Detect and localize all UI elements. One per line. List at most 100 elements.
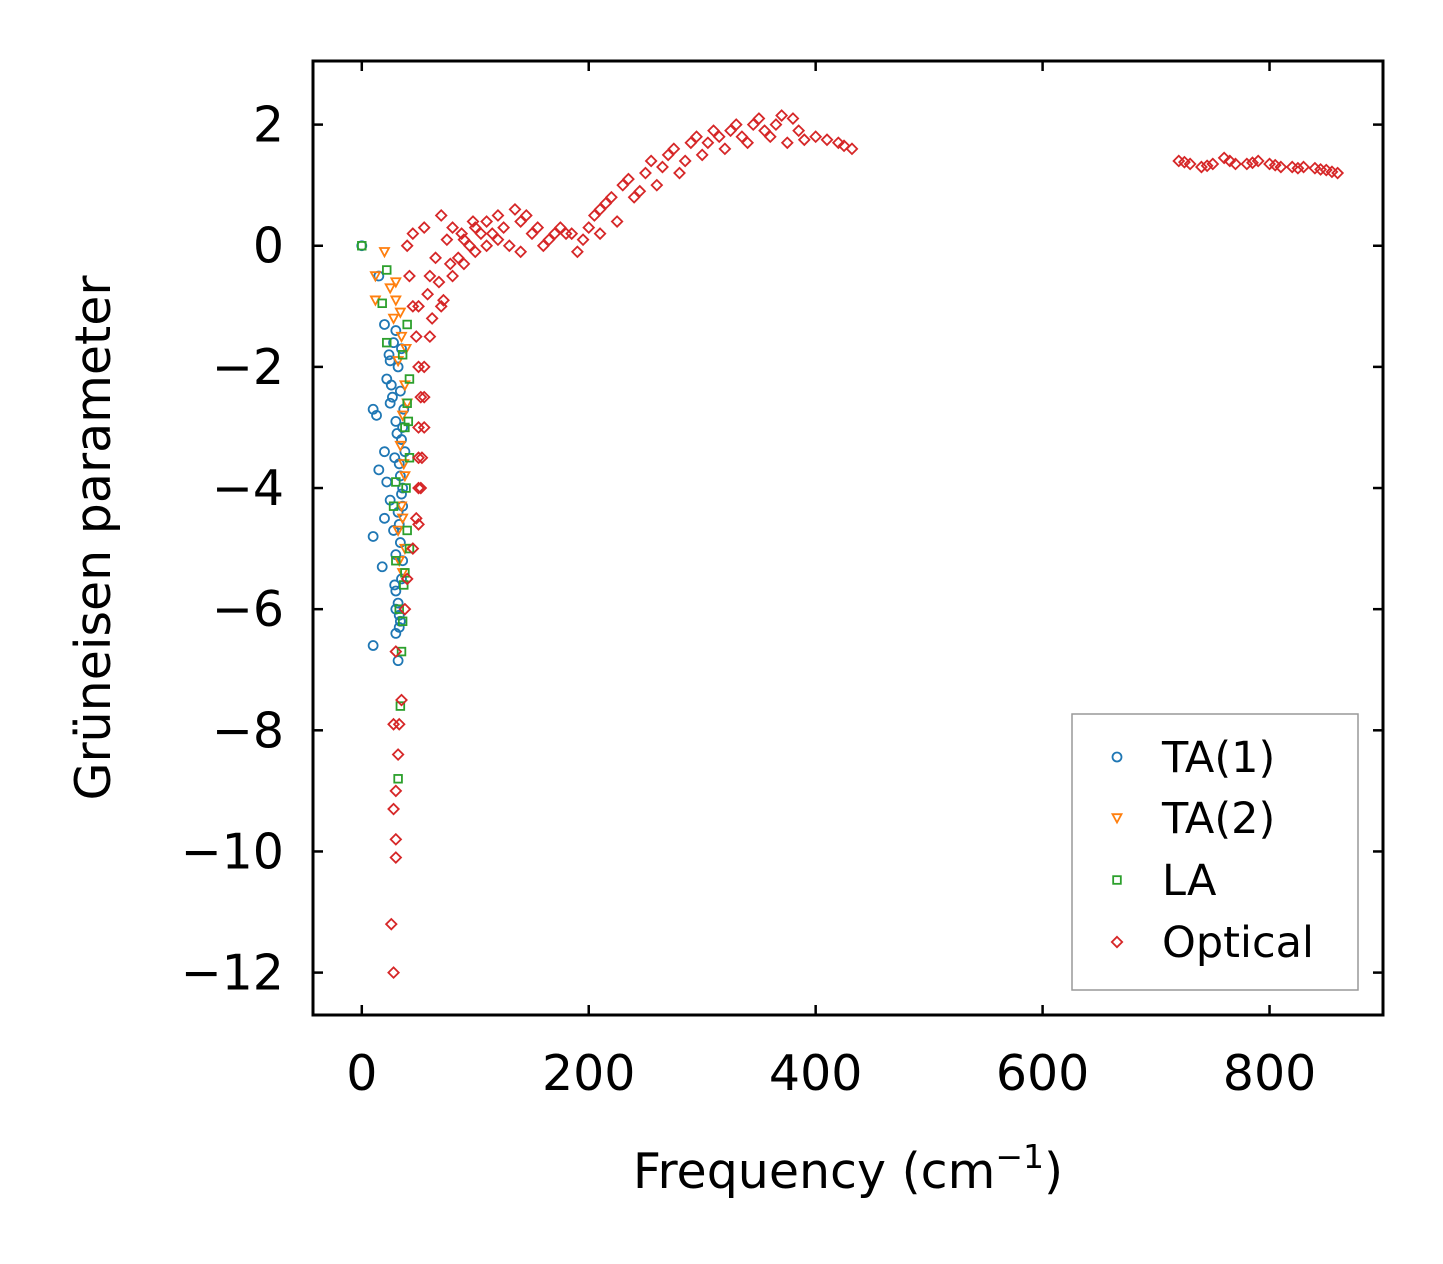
data-point [404, 374, 415, 384]
y-tick-label: −10 [181, 823, 284, 880]
data-point [775, 109, 789, 122]
data-point [373, 464, 385, 476]
data-point [639, 166, 652, 180]
data-point [371, 409, 382, 421]
data-point [621, 172, 635, 186]
legend-entry: TA(1) [1111, 733, 1275, 783]
data-point [644, 154, 658, 168]
data-point [1240, 157, 1254, 171]
data-point [395, 331, 408, 343]
data-point [531, 221, 545, 235]
legend-marker [1110, 813, 1124, 825]
data-point [398, 602, 412, 616]
data-point [387, 802, 401, 816]
data-point [417, 360, 431, 374]
data-point [446, 221, 460, 235]
data-point [667, 142, 681, 156]
data-point [437, 293, 450, 307]
data-point [392, 717, 406, 731]
data-point [695, 148, 709, 162]
data-point [542, 233, 556, 247]
data-point [565, 227, 579, 241]
data-point [485, 227, 499, 241]
data-point [468, 245, 482, 259]
data-point [397, 350, 408, 360]
data-point [1177, 155, 1191, 169]
data-point [576, 233, 590, 247]
data-point [406, 542, 420, 556]
legend-items: TA(1) TA(2) LA Optical [1110, 733, 1314, 968]
legend-label: Optical [1162, 918, 1314, 968]
data-point [396, 513, 409, 525]
y-tick-label: 2 [253, 97, 284, 154]
data-point [391, 555, 401, 566]
data-point [1274, 160, 1288, 174]
x-axis-title-superscript: −1 [995, 1137, 1044, 1176]
y-tick-label: −6 [212, 581, 284, 638]
data-point [1217, 151, 1231, 165]
data-point [387, 391, 398, 403]
x-tick-label: 800 [1223, 1045, 1317, 1102]
data-point [402, 398, 412, 408]
data-point [741, 136, 755, 150]
data-point [397, 459, 410, 471]
x-tick-label: 0 [346, 1045, 377, 1102]
data-point [394, 440, 407, 453]
data-point [423, 269, 437, 283]
data-point [752, 112, 766, 125]
data-point [388, 337, 399, 349]
data-point [610, 215, 624, 228]
axis-ticks: 0 200 400 600 800 2 0 −2 −4 −6 −8 −10 −12 [181, 61, 1383, 1102]
data-point [394, 604, 404, 614]
legend-marker [1112, 875, 1122, 885]
y-tick-label: −4 [212, 460, 284, 517]
data-point [367, 531, 379, 542]
data-point [384, 917, 398, 931]
data-point [381, 476, 393, 488]
data-point [392, 655, 404, 667]
x-axis-title: Frequency (cm−1) [633, 1137, 1063, 1200]
data-point [409, 511, 423, 525]
data-point [376, 561, 388, 573]
data-point [707, 124, 720, 138]
data-point [394, 537, 406, 548]
y-tick-label: 0 [253, 218, 284, 275]
data-point [1251, 154, 1265, 168]
x-axis-title-end: ) [1044, 1143, 1063, 1200]
data-point [367, 640, 379, 651]
data-point [650, 178, 664, 192]
data-point [1268, 158, 1282, 172]
data-point [382, 337, 392, 348]
legend-label: TA(1) [1161, 733, 1275, 783]
data-point [446, 269, 460, 283]
data-point [491, 233, 505, 247]
data-point [392, 525, 405, 537]
y-tick-label: −2 [212, 339, 284, 396]
data-point [837, 139, 851, 153]
data-point [599, 196, 613, 210]
data-point [394, 307, 407, 319]
data-point [514, 245, 528, 259]
data-point [593, 202, 607, 216]
data-point [379, 446, 390, 458]
data-point [395, 501, 408, 513]
y-tick-label: −8 [212, 702, 284, 759]
data-point [786, 112, 800, 125]
data-point [417, 390, 431, 404]
data-point [393, 518, 405, 530]
x-tick-label: 200 [542, 1045, 636, 1102]
data-point [379, 512, 390, 524]
data-point [406, 227, 420, 241]
data-point [582, 221, 596, 235]
data-point [414, 390, 428, 404]
data-point [690, 130, 703, 144]
legend-marker [1111, 751, 1123, 763]
y-tick-label: −12 [181, 945, 284, 1002]
data-point [390, 325, 402, 336]
data-point [758, 124, 772, 138]
data-point [357, 241, 367, 251]
data-point [421, 287, 435, 301]
x-tick-label: 600 [996, 1045, 1090, 1102]
data-point [390, 415, 402, 427]
